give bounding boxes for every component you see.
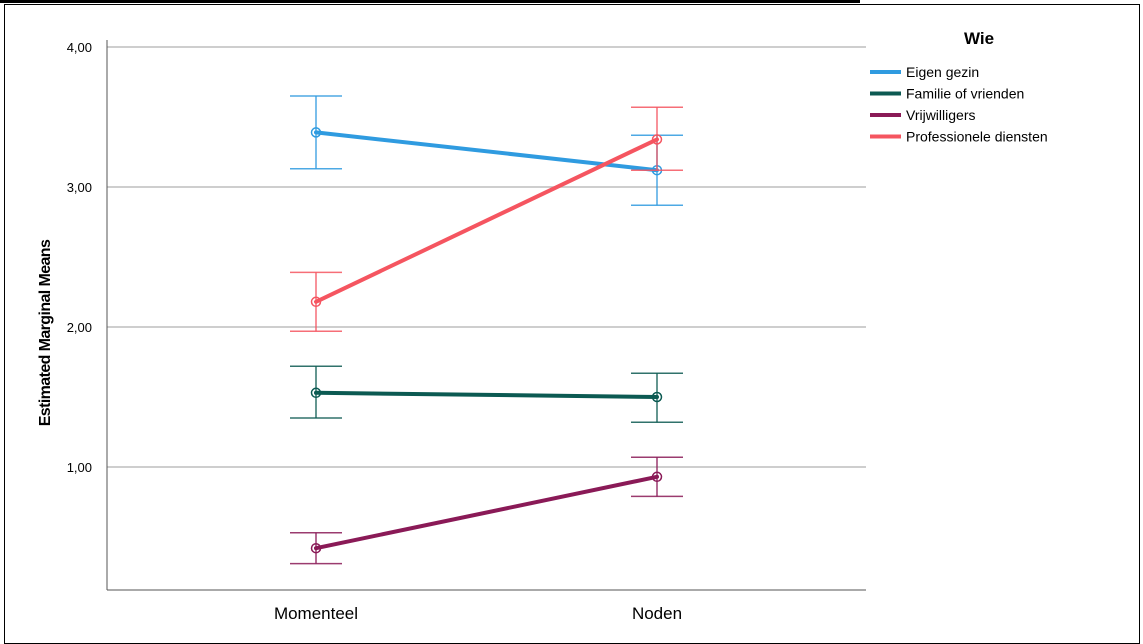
data-point <box>310 542 322 554</box>
legend-entry-label: Vrijwilligers <box>906 107 976 123</box>
y-tick-label: 2,00 <box>67 320 92 335</box>
legend-entry-label: Professionele diensten <box>906 129 1048 145</box>
y-axis-label: Estimated Marginal Means <box>37 239 54 426</box>
top-border-line <box>0 0 860 3</box>
y-tick-label: 3,00 <box>67 180 92 195</box>
data-point <box>310 296 322 308</box>
chart-frame <box>4 4 1140 644</box>
legend-entry-label: Familie of vrienden <box>906 86 1024 102</box>
legend: Wie Eigen gezin Familie of vrienden Vrijwi… <box>870 29 1048 145</box>
series-group <box>290 95 683 565</box>
y-tick-labels: 1,00 2,00 3,00 4,00 <box>67 40 92 475</box>
series-line <box>314 390 659 399</box>
x-category-label: Momenteel <box>274 604 358 623</box>
axes <box>106 40 866 591</box>
data-point <box>310 387 322 399</box>
legend-title: Wie <box>964 29 994 48</box>
y-tick-label: 1,00 <box>67 460 92 475</box>
x-category-labels: Momenteel Noden <box>274 604 682 623</box>
series-line <box>314 474 659 551</box>
gridlines <box>107 46 866 468</box>
series-familie-of-vrienden <box>290 365 683 423</box>
series-vrijwilligers <box>290 456 683 565</box>
legend-entry-label: Eigen gezin <box>906 64 979 80</box>
series-line <box>314 130 659 173</box>
data-point <box>651 391 663 403</box>
data-point <box>310 127 322 138</box>
x-category-label: Noden <box>632 604 682 623</box>
series-eigen-gezin <box>290 95 683 206</box>
series-professionele-diensten <box>290 106 683 332</box>
data-point <box>651 134 663 145</box>
data-point <box>651 471 663 483</box>
y-tick-label: 4,00 <box>67 40 92 55</box>
series-line <box>314 137 659 304</box>
